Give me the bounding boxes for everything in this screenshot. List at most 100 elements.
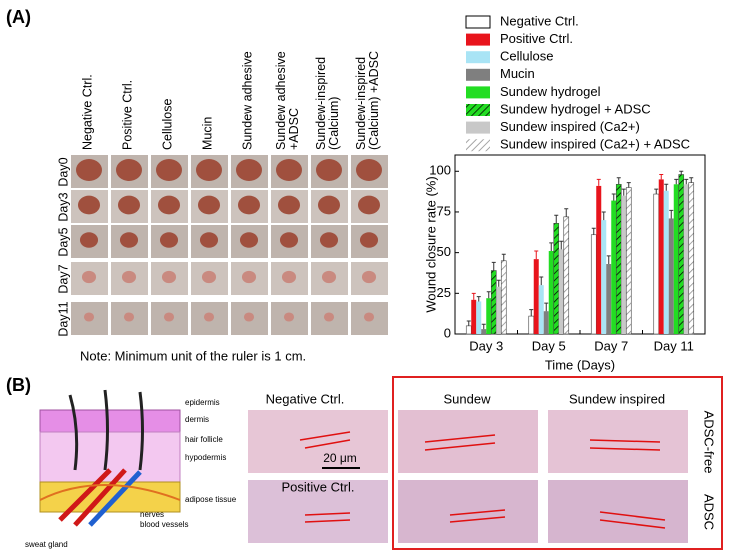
error-bar (539, 276, 544, 286)
legend-label: Sundew hydrogel + ADSC (500, 101, 651, 116)
bar (490, 270, 497, 335)
wound (121, 270, 137, 284)
wound (363, 312, 375, 322)
column-label: (Calcium) (327, 97, 341, 150)
legend-label: Positive Ctrl. (500, 31, 573, 46)
wound (243, 312, 255, 322)
diagram-label: adipose tissue (185, 495, 237, 504)
wound (157, 195, 181, 215)
y-tick-label: 50 (437, 244, 451, 259)
wound (196, 159, 222, 181)
bar (481, 329, 487, 334)
wound (159, 232, 179, 248)
bar (543, 311, 549, 334)
y-axis-label: Wound closure rate (%) (423, 176, 438, 312)
y-tick-label: 100 (429, 163, 451, 178)
bar (558, 249, 564, 334)
wound (236, 159, 262, 181)
wound (199, 232, 219, 248)
bar (653, 193, 660, 335)
bar (471, 299, 477, 334)
error-bar (689, 177, 694, 183)
bar (563, 216, 570, 335)
bar (615, 183, 622, 335)
legend-label: Mucin (500, 66, 535, 81)
legend-swatch (466, 51, 490, 64)
bar (658, 179, 664, 334)
skin-diagram (39, 389, 181, 527)
wound (241, 270, 257, 284)
x-tick-label: Day 5 (532, 338, 566, 353)
column-label: Sundew adhesive (240, 51, 254, 150)
bar (590, 234, 597, 335)
legend-swatch (466, 121, 490, 134)
error-bar (476, 296, 481, 302)
wound (77, 195, 101, 215)
wound (319, 232, 339, 248)
diagram-label: dermis (185, 415, 209, 424)
legend-label: Sundew hydrogel (500, 84, 601, 99)
error-bar (596, 178, 601, 186)
diagram-label: hypodermis (185, 453, 226, 462)
wound (361, 270, 377, 284)
error-bar (654, 188, 659, 195)
row-label: Day0 (56, 157, 70, 186)
bar (673, 184, 679, 334)
error-bar (486, 291, 491, 299)
bar (533, 259, 539, 334)
bar (606, 264, 612, 334)
bar (465, 325, 472, 335)
x-tick-label: Day 7 (594, 338, 628, 353)
diagram-label: sweat gland (25, 540, 68, 549)
scale-bar-label: 20 μm (323, 451, 357, 465)
wound (317, 195, 341, 215)
bar (496, 286, 502, 334)
wound (283, 312, 295, 322)
error-bar (621, 188, 626, 196)
legend-label: Negative Ctrl. (500, 13, 579, 28)
wound (321, 270, 337, 284)
bar (486, 298, 492, 334)
x-axis-label: Time (Days) (545, 357, 615, 372)
wound (83, 312, 95, 322)
error-bar (549, 242, 554, 252)
error-bar (471, 292, 476, 300)
wound (203, 312, 215, 322)
error-bar (616, 177, 621, 185)
row-label: Day7 (56, 264, 70, 293)
legend-swatch (466, 68, 490, 81)
wound (239, 232, 259, 248)
bar (538, 285, 544, 334)
wound (277, 195, 301, 215)
row-label: ADSC-free (702, 411, 717, 474)
row-label: ADSC (702, 494, 717, 530)
bar (611, 200, 617, 334)
legend-swatch (466, 86, 490, 99)
wound (76, 159, 102, 181)
bar (476, 301, 482, 334)
wound (279, 232, 299, 248)
wound (237, 195, 261, 215)
bar (553, 223, 560, 335)
legend-swatch (465, 15, 491, 29)
row-label: Day5 (56, 227, 70, 256)
error-bar (559, 240, 564, 250)
error-bar (611, 193, 616, 201)
wound (123, 312, 135, 322)
wound (161, 270, 177, 284)
micrograph-title: Sundew (444, 391, 492, 406)
row-label: Day3 (56, 192, 70, 221)
error-bar (481, 323, 486, 330)
bar (688, 182, 695, 335)
legend-label: Sundew inspired (Ca2+) (500, 119, 640, 134)
diagram-label: epidermis (185, 398, 220, 407)
error-bar (564, 208, 569, 217)
column-label: Mucin (200, 117, 214, 150)
error-bar (501, 253, 506, 261)
error-bar (626, 182, 631, 188)
column-label: (Calcium) +ADSC (367, 51, 381, 150)
error-bar (591, 227, 596, 235)
row-label: Day11 (56, 301, 70, 336)
bar (668, 218, 674, 334)
